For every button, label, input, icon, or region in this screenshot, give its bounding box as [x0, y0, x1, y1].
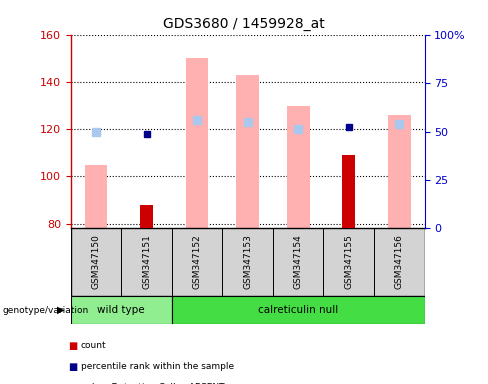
Text: percentile rank within the sample: percentile rank within the sample [81, 362, 234, 371]
Bar [223, 228, 273, 296]
Bar [140, 205, 153, 228]
Bar [287, 106, 309, 228]
Text: ■: ■ [68, 362, 78, 372]
Text: ■: ■ [68, 383, 78, 384]
Text: value, Detection Call = ABSENT: value, Detection Call = ABSENT [81, 383, 224, 384]
Bar [172, 228, 223, 296]
Bar [186, 58, 208, 228]
Bar [84, 165, 107, 228]
Text: ▶: ▶ [57, 305, 65, 315]
Text: GSM347151: GSM347151 [142, 234, 151, 289]
Text: GSM347156: GSM347156 [395, 234, 404, 289]
Text: wild type: wild type [98, 305, 145, 315]
Text: GSM347153: GSM347153 [243, 234, 252, 289]
Bar [273, 228, 324, 296]
Text: genotype/variation: genotype/variation [2, 306, 89, 314]
Text: GSM347155: GSM347155 [344, 234, 353, 289]
Bar [374, 228, 425, 296]
Text: ■: ■ [68, 341, 78, 351]
Text: GDS3680 / 1459928_at: GDS3680 / 1459928_at [163, 17, 325, 31]
Bar [236, 75, 259, 228]
Bar [71, 228, 122, 296]
Bar [343, 155, 355, 228]
Bar [172, 296, 425, 324]
Text: GSM347150: GSM347150 [92, 234, 101, 289]
Text: GSM347154: GSM347154 [294, 234, 303, 289]
Bar [388, 115, 411, 228]
Text: count: count [81, 341, 106, 350]
Bar [122, 228, 172, 296]
Bar [324, 228, 374, 296]
Bar [71, 296, 172, 324]
Text: GSM347152: GSM347152 [193, 234, 202, 289]
Text: calreticulin null: calreticulin null [258, 305, 338, 315]
